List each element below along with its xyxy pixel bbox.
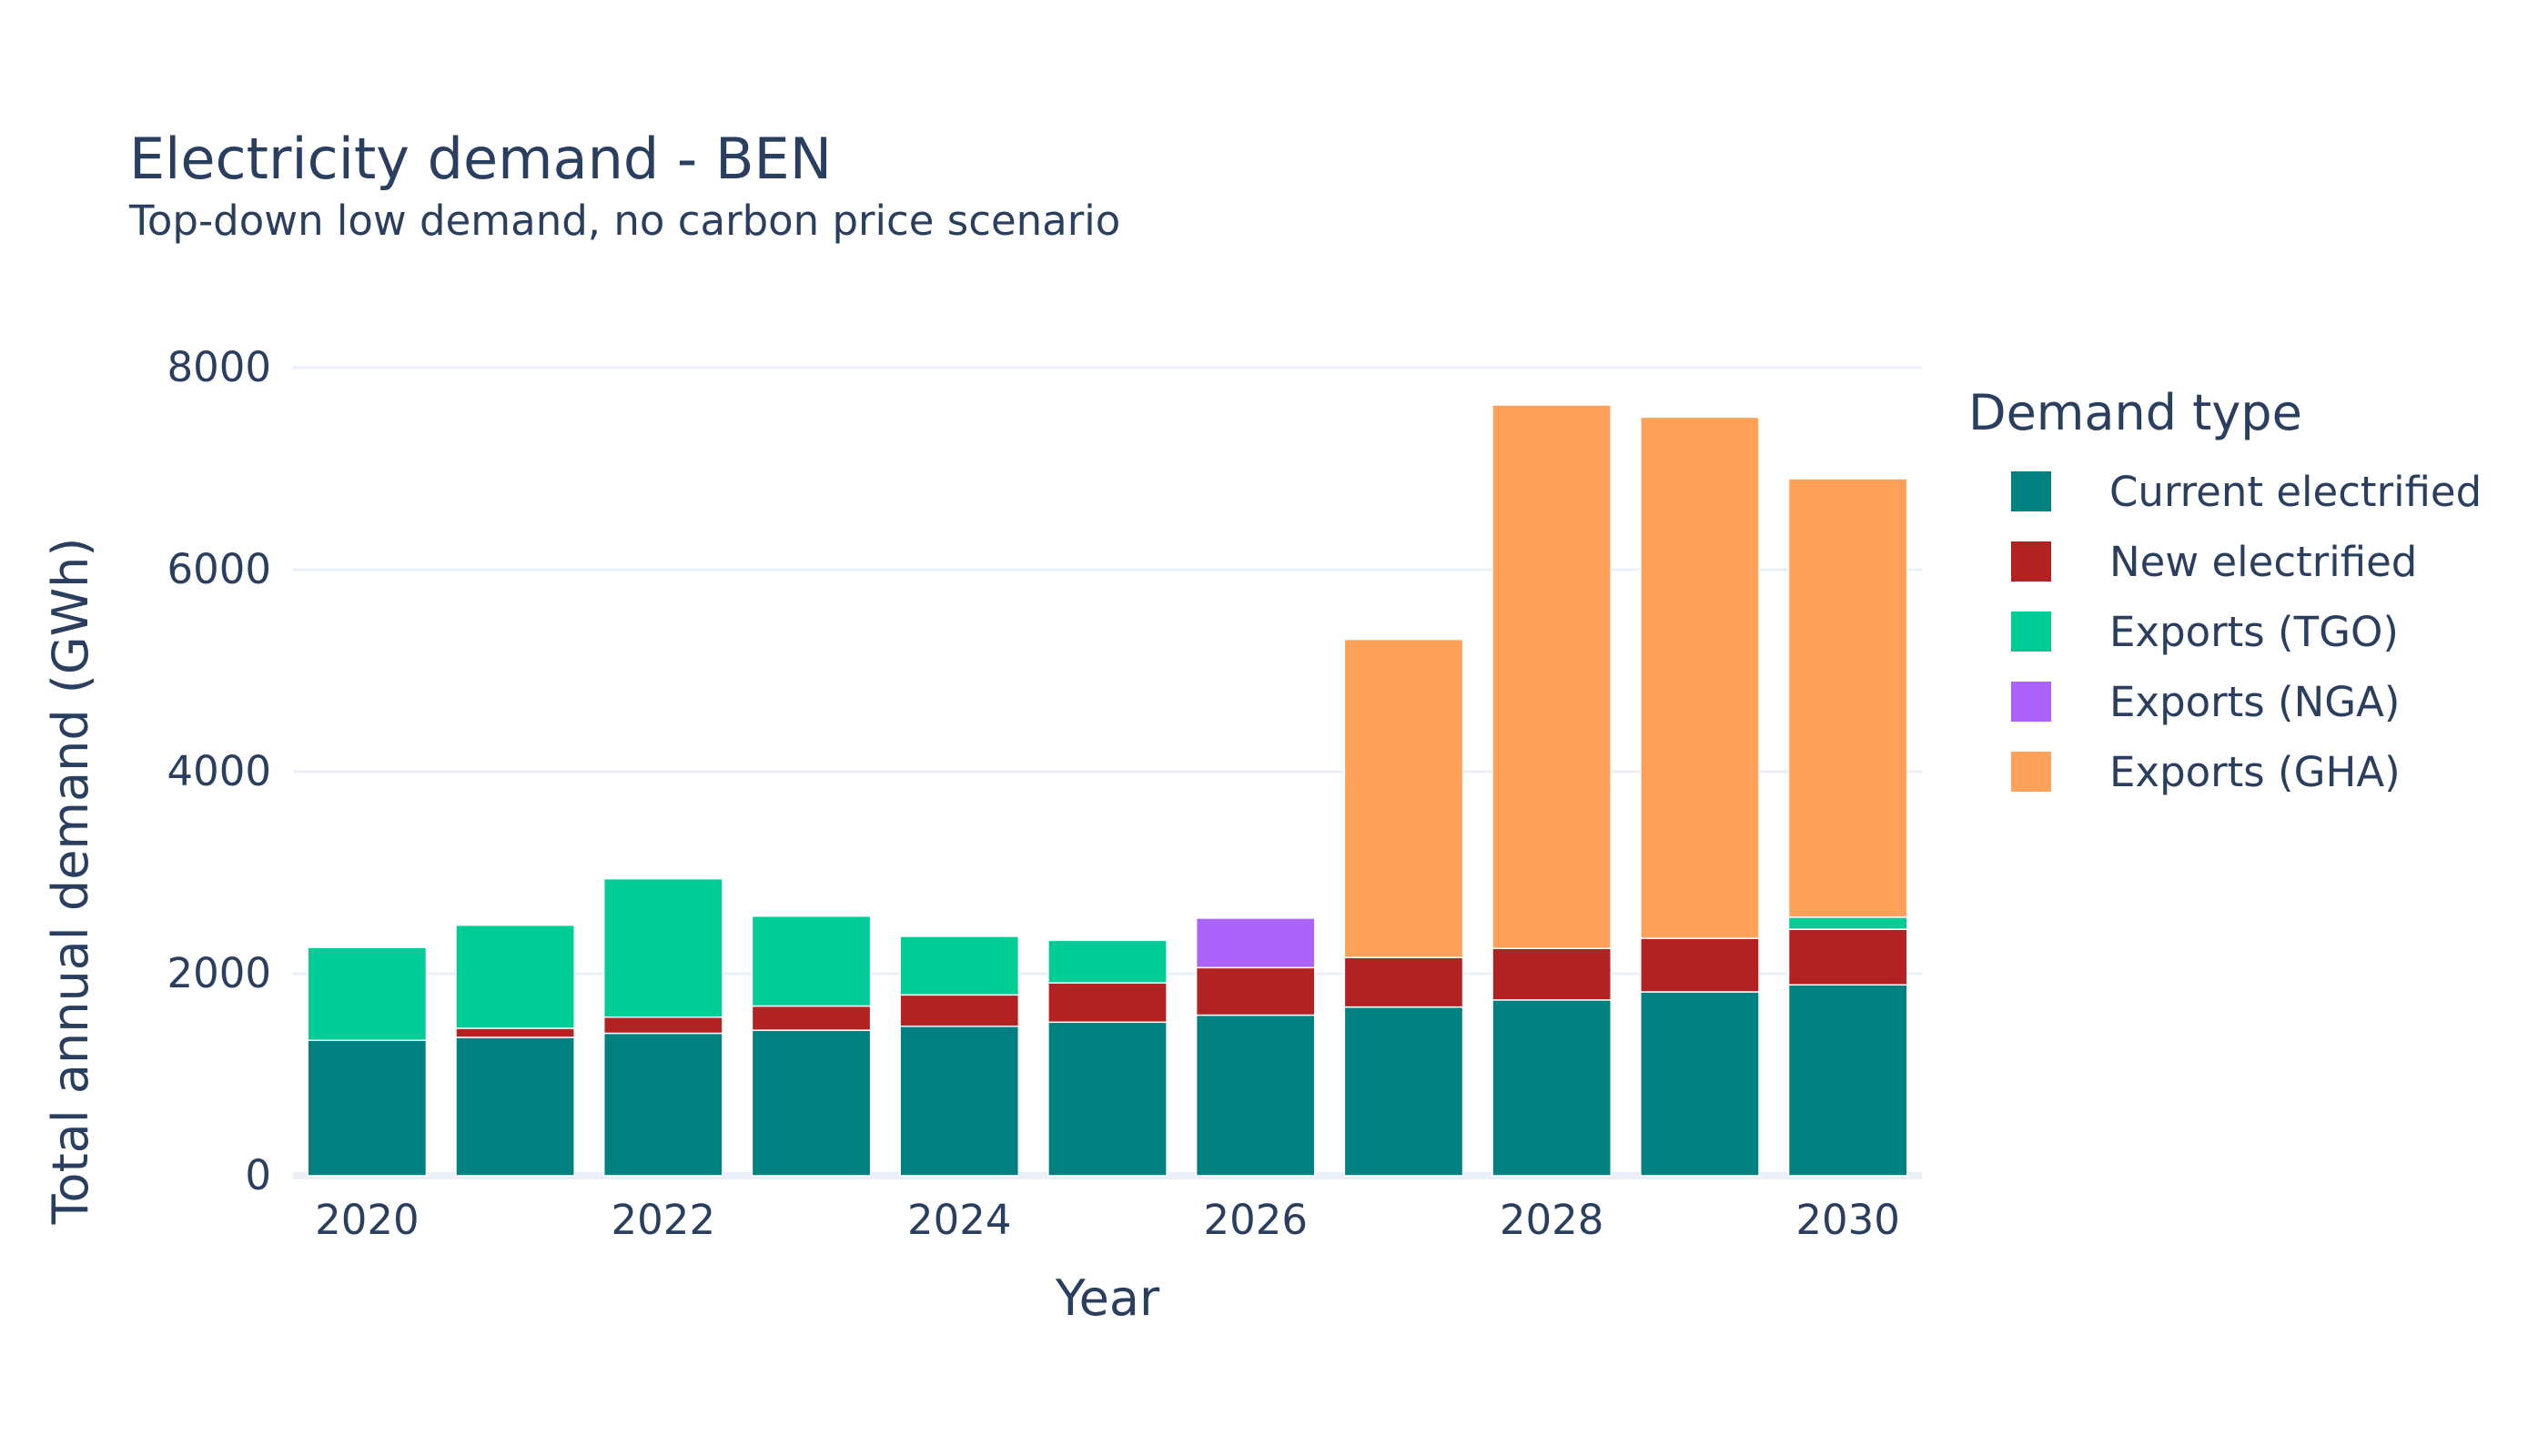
bar-segment	[1195, 1014, 1316, 1177]
bar-segment	[751, 915, 872, 1007]
y-tick-label: 6000	[167, 545, 271, 593]
bar-segment	[1787, 478, 1908, 918]
bar-segment	[1343, 1006, 1464, 1177]
y-tick-label: 4000	[167, 747, 271, 795]
bar-segment	[602, 1016, 723, 1035]
legend-entry: Exports (NGA)	[2109, 678, 2400, 726]
bar-segment	[1195, 917, 1316, 969]
bar-segment	[1195, 966, 1316, 1016]
x-tick-label: 2028	[1500, 1196, 1604, 1244]
bar-segment	[1047, 1021, 1168, 1177]
bar-segment	[899, 935, 1020, 996]
legend-swatch	[2011, 752, 2051, 792]
bar-segment	[602, 877, 723, 1018]
legend-title: Demand type	[1968, 384, 2302, 441]
bars	[307, 404, 1908, 1177]
y-tick-label: 8000	[167, 343, 271, 391]
y-axis-ticks: 0 2000 4000 6000 8000	[167, 343, 271, 1199]
legend-swatch	[2011, 612, 2051, 652]
bar-segment	[1787, 928, 1908, 986]
y-axis-label: Total annual demand (GWh)	[42, 538, 99, 1226]
legend-entry: New electrified	[2109, 538, 2417, 586]
bar-segment	[455, 1027, 575, 1038]
x-tick-label: 2026	[1203, 1196, 1308, 1244]
bar-segment	[1640, 416, 1760, 939]
bar-segment	[1047, 982, 1168, 1024]
bar-segment	[1047, 939, 1168, 984]
bar-segment	[1491, 404, 1613, 949]
bar-segment	[602, 1032, 723, 1177]
bar-segment	[1640, 937, 1760, 993]
bar-segment	[751, 1029, 872, 1177]
bar-segment	[1343, 638, 1464, 958]
x-tick-label: 2030	[1795, 1196, 1900, 1244]
bar-segment	[307, 1039, 428, 1177]
y-tick-label: 0	[245, 1151, 271, 1199]
legend: Demand type Current electrified New elect…	[1968, 384, 2482, 796]
bar-segment	[1491, 947, 1613, 1001]
bar-segment	[899, 1025, 1020, 1177]
bar-segment	[1787, 916, 1908, 930]
bar-segment	[1343, 956, 1464, 1008]
legend-swatch	[2011, 682, 2051, 722]
chart-title: Electricity demand - BEN	[129, 126, 832, 192]
bar-segment	[1640, 991, 1760, 1177]
legend-entry: Exports (TGO)	[2109, 608, 2399, 656]
x-tick-label: 2024	[907, 1196, 1012, 1244]
legend-entry: Current electrified	[2109, 468, 2482, 516]
bar-segment	[455, 1036, 575, 1177]
x-tick-label: 2022	[612, 1196, 716, 1244]
bar-segment	[899, 994, 1020, 1027]
x-axis-ticks: 2020 2022 2024 2026 2028 2030	[315, 1196, 1900, 1244]
y-tick-label: 2000	[167, 949, 271, 997]
legend-swatch	[2011, 541, 2051, 581]
bar-segment	[1491, 999, 1613, 1177]
chart-subtitle: Top-down low demand, no carbon price sce…	[128, 197, 1120, 245]
bar-segment	[455, 924, 575, 1029]
legend-entry: Exports (GHA)	[2109, 748, 2401, 796]
bar-segment	[307, 946, 428, 1042]
bar-segment	[1787, 984, 1908, 1177]
x-axis-label: Year	[1055, 1269, 1160, 1327]
legend-swatch	[2011, 471, 2051, 511]
x-tick-label: 2020	[315, 1196, 420, 1244]
bar-segment	[751, 1005, 872, 1031]
